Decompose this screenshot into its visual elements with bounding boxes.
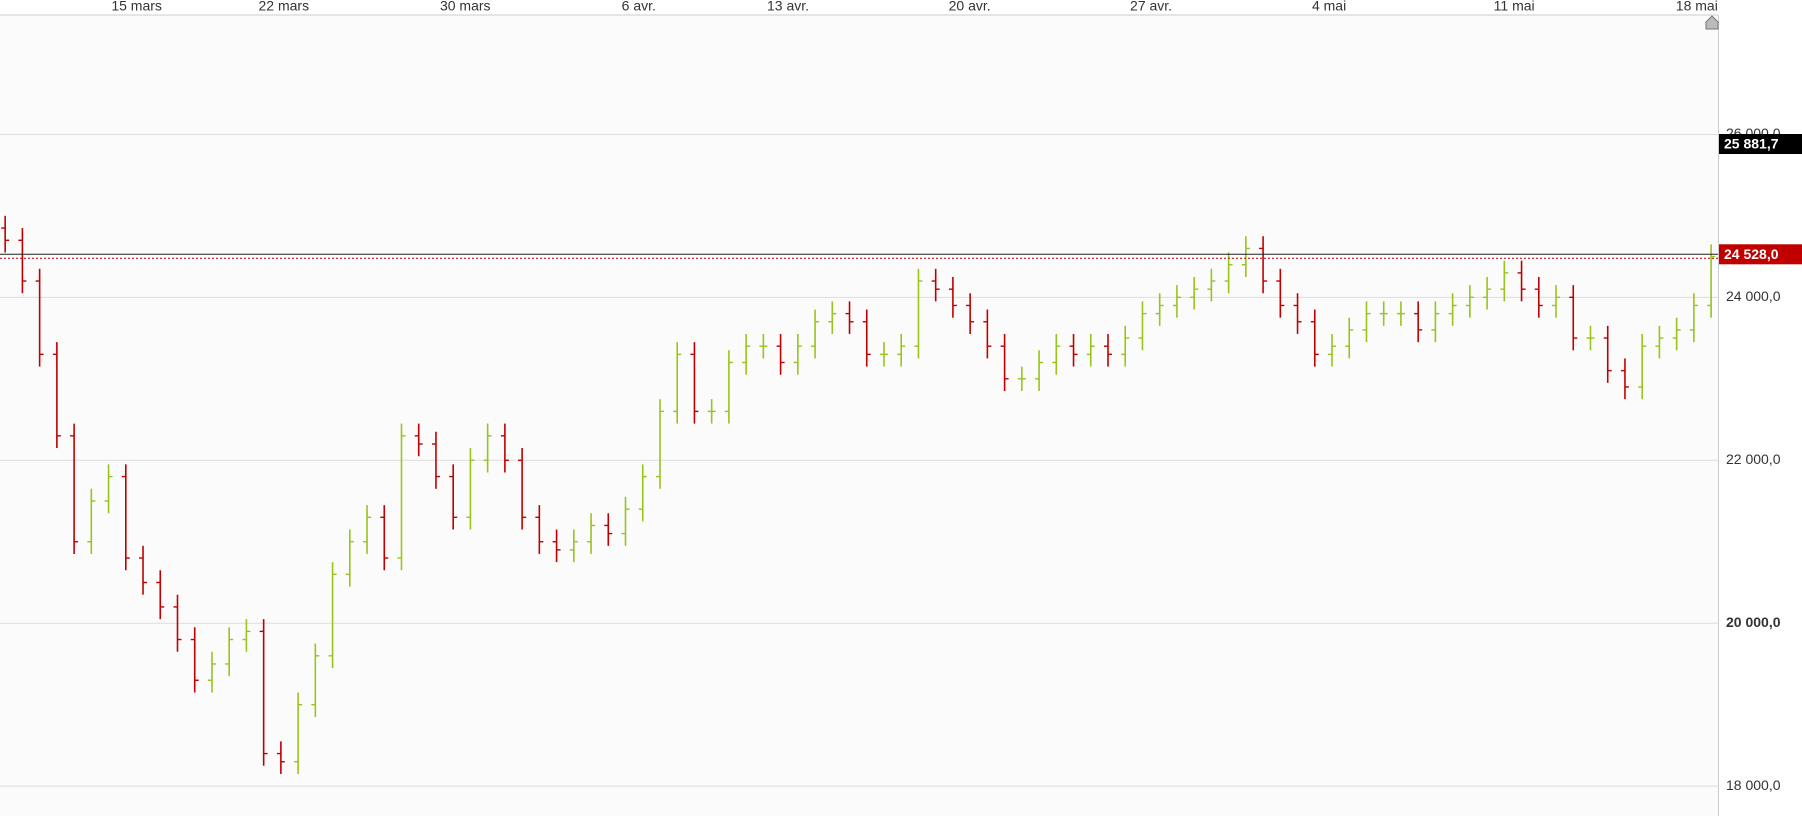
x-tick-label: 11 mai [1494,0,1535,14]
price-marker-box [1719,134,1802,155]
y-tick-label: 20 000,0 [1726,614,1781,630]
x-tick-label: 22 mars [259,0,310,14]
x-tick-label: 13 avr. [767,0,809,14]
x-tick-label: 15 mars [111,0,162,14]
price-marker-label: 24 528,0 [1724,246,1779,262]
x-tick-label: 4 mai [1312,0,1346,14]
price-marker-box [1719,244,1802,265]
y-tick-label: 18 000,0 [1726,777,1781,793]
x-tick-label: 20 avr. [949,0,991,14]
y-tick-label: 22 000,0 [1726,451,1781,467]
price-marker-label: 25 881,7 [1724,136,1779,152]
x-tick-label: 18 mai [1676,0,1718,14]
plot-background [0,15,1718,816]
x-tick-label: 6 avr. [622,0,656,14]
x-tick-label: 30 mars [440,0,491,14]
home-icon[interactable] [1705,15,1719,30]
y-tick-label: 24 000,0 [1726,288,1781,304]
x-tick-label: 27 avr. [1130,0,1172,14]
